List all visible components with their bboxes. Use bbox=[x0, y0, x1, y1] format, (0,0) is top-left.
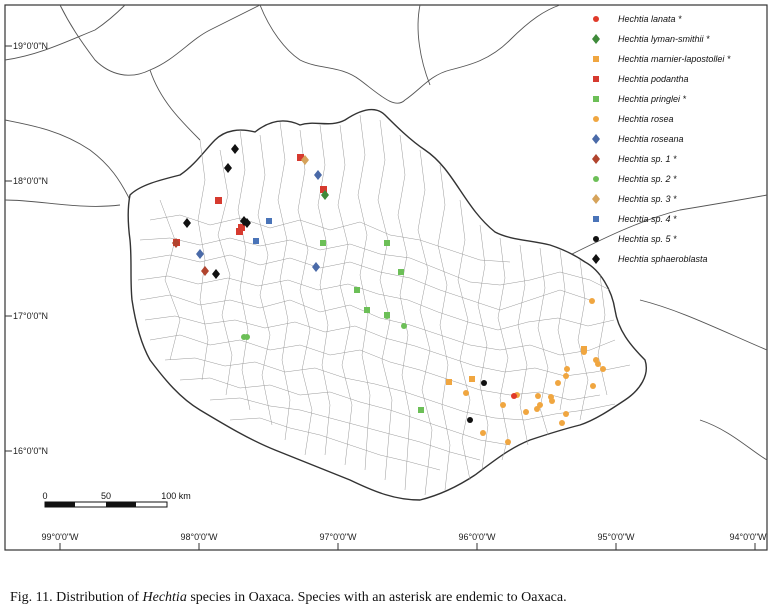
legend-item-hechtia-lanata: Hechtia lanata * bbox=[593, 14, 682, 24]
figure-caption: Fig. 11. Distribution of Hechtia species… bbox=[10, 590, 770, 606]
lat-label-17: 17°0'0"N bbox=[13, 311, 48, 321]
lat-label-18: 18°0'0"N bbox=[13, 176, 48, 186]
scale-bar: 0 50 100 km bbox=[42, 491, 191, 508]
map: 19°0'0"N 18°0'0"N 17°0'0"N 16°0'0"N 99°0… bbox=[4, 4, 768, 551]
legend-label-hechtia-sp2: Hechtia sp. 2 * bbox=[618, 174, 677, 184]
legend-item-hechtia-roseana: Hechtia roseana bbox=[592, 134, 684, 144]
legend-item-hechtia-sp1: Hechtia sp. 1 * bbox=[592, 154, 677, 164]
longitude-axis: 99°0'0"W 98°0'0"W 97°0'0"W 96°0'0"W 95°0… bbox=[41, 532, 767, 550]
lon-label-97: 97°0'0"W bbox=[319, 532, 357, 542]
legend-item-hechtia-sphaeroblasta: Hechtia sphaeroblasta bbox=[592, 254, 708, 264]
lat-label-16: 16°0'0"N bbox=[13, 446, 48, 456]
caption-prefix: Fig. 11. Distribution of bbox=[10, 590, 143, 605]
caption-suffix: species in Oaxaca. Species with an aster… bbox=[186, 590, 567, 605]
legend-label-hechtia-sp5: Hechtia sp. 5 * bbox=[618, 234, 677, 244]
points-hechtia-marnier-lapostollei bbox=[446, 346, 587, 385]
legend-label-hechtia-sp3: Hechtia sp. 3 * bbox=[618, 194, 677, 204]
legend-label-hechtia-pringlei: Hechtia pringlei * bbox=[618, 94, 687, 104]
legend-label-hechtia-lanata: Hechtia lanata * bbox=[618, 14, 682, 24]
points-hechtia-sp4 bbox=[253, 218, 272, 244]
legend-item-hechtia-pringlei: Hechtia pringlei * bbox=[593, 94, 687, 104]
scale-tick-100: 100 km bbox=[161, 491, 191, 501]
points-hechtia-sphaeroblasta bbox=[183, 144, 251, 279]
latitude-axis: 19°0'0"N 18°0'0"N 17°0'0"N 16°0'0"N bbox=[5, 41, 48, 456]
lon-label-98: 98°0'0"W bbox=[180, 532, 218, 542]
scale-tick-50: 50 bbox=[101, 491, 111, 501]
lon-label-95: 95°0'0"W bbox=[597, 532, 635, 542]
caption-genus: Hechtia bbox=[142, 590, 187, 605]
lat-label-19: 19°0'0"N bbox=[13, 41, 48, 51]
legend-label-hechtia-rosea: Hechtia rosea bbox=[618, 114, 674, 124]
legend-item-hechtia-marnier-lapostollei: Hechtia marnier-lapostollei * bbox=[593, 54, 731, 64]
municipality-borders bbox=[137, 114, 631, 496]
legend-item-hechtia-sp5: Hechtia sp. 5 * bbox=[593, 234, 677, 244]
legend-item-hechtia-sp2: Hechtia sp. 2 * bbox=[593, 174, 677, 184]
lon-label-96: 96°0'0"W bbox=[458, 532, 496, 542]
legend-label-hechtia-marnier-lapostollei: Hechtia marnier-lapostollei * bbox=[618, 54, 731, 64]
legend-item-hechtia-rosea: Hechtia rosea bbox=[593, 114, 674, 124]
legend-label-hechtia-podantha: Hechtia podantha bbox=[618, 74, 689, 84]
occurrence-points bbox=[172, 144, 606, 445]
scale-tick-0: 0 bbox=[42, 491, 47, 501]
points-hechtia-sp3 bbox=[301, 155, 309, 165]
legend-label-hechtia-sp4: Hechtia sp. 4 * bbox=[618, 214, 677, 224]
points-hechtia-sp5 bbox=[467, 380, 487, 423]
legend-label-hechtia-sphaeroblasta: Hechtia sphaeroblasta bbox=[618, 254, 708, 264]
points-hechtia-sp2 bbox=[241, 313, 407, 340]
legend-item-hechtia-sp3: Hechtia sp. 3 * bbox=[592, 194, 677, 204]
legend-label-hechtia-lyman-smithii: Hechtia lyman-smithii * bbox=[618, 34, 710, 44]
neighbor-borders bbox=[4, 4, 768, 461]
legend-item-hechtia-lyman-smithii: Hechtia lyman-smithii * bbox=[592, 34, 710, 44]
legend-label-hechtia-sp1: Hechtia sp. 1 * bbox=[618, 154, 677, 164]
point-hechtia-lanata bbox=[511, 393, 517, 399]
points-hechtia-roseana bbox=[196, 170, 322, 272]
points-hechtia-sp1 bbox=[172, 238, 209, 276]
oaxaca-outline bbox=[127, 108, 647, 501]
lon-label-94: 94°0'0"W bbox=[729, 532, 767, 542]
points-hechtia-lyman-smithii bbox=[321, 190, 329, 200]
legend: Hechtia lanata * Hechtia lyman-smithii *… bbox=[592, 14, 731, 264]
lon-label-99: 99°0'0"W bbox=[41, 532, 79, 542]
legend-item-hechtia-sp4: Hechtia sp. 4 * bbox=[593, 214, 677, 224]
legend-item-hechtia-podantha: Hechtia podantha bbox=[593, 74, 689, 84]
legend-label-hechtia-roseana: Hechtia roseana bbox=[618, 134, 684, 144]
